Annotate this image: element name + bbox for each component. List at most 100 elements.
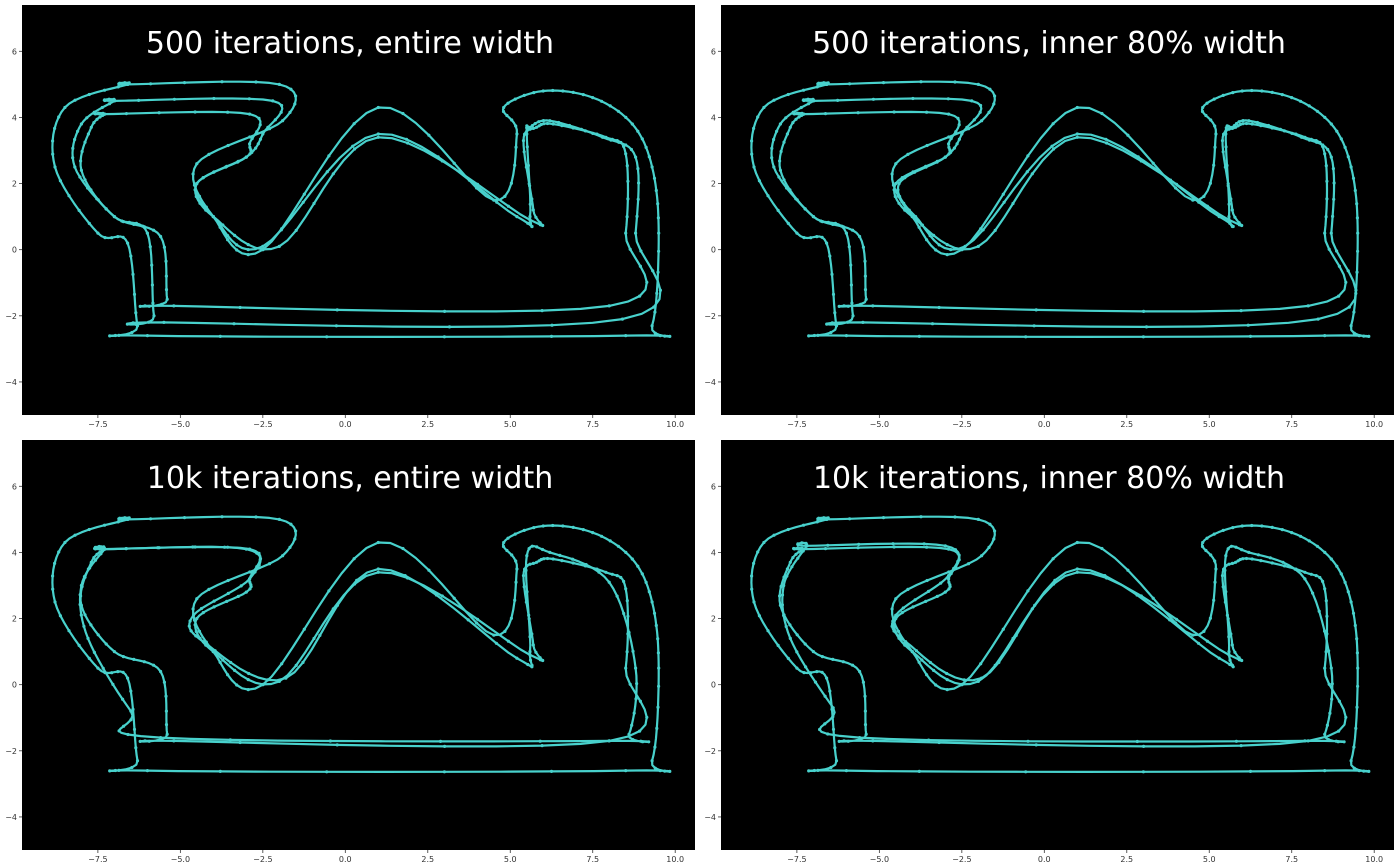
track-point	[228, 738, 232, 742]
track-point	[762, 540, 766, 545]
track-point	[376, 135, 380, 139]
track-point	[528, 218, 532, 222]
track-point	[856, 546, 860, 550]
track-point	[1139, 159, 1143, 163]
track-point	[236, 594, 240, 599]
chart-panel-1: −7.5 −5.0 −2.5 0.0 2.5 5.0 7.5 10.0 6 4 2 0 −2 −4 500 …	[5, 5, 695, 429]
track-point	[165, 297, 169, 301]
track-point	[514, 580, 518, 584]
track-point	[831, 715, 835, 719]
track-point	[1230, 208, 1234, 212]
track-point	[147, 320, 151, 324]
track-point	[624, 769, 628, 773]
track-point	[624, 666, 628, 670]
track-point	[634, 231, 638, 235]
track-point	[927, 738, 931, 742]
track-point	[792, 112, 797, 116]
track-point	[795, 231, 799, 235]
track-point	[1229, 632, 1233, 636]
track-point	[149, 517, 153, 521]
track-point	[785, 567, 790, 571]
track-point	[1337, 729, 1341, 733]
track-point	[1001, 192, 1005, 196]
track-point	[527, 547, 531, 551]
track-point	[89, 560, 93, 564]
track-point	[325, 335, 329, 339]
track-point	[318, 633, 322, 638]
track-point	[236, 159, 240, 163]
track-point	[1011, 636, 1015, 641]
track-point	[198, 636, 202, 640]
track-point	[791, 121, 795, 125]
track-point	[538, 221, 542, 225]
track-point	[902, 201, 906, 205]
track-point	[143, 739, 147, 743]
track-point	[1212, 97, 1216, 101]
track-point	[440, 594, 444, 598]
track-point	[195, 181, 199, 186]
track-point	[1237, 120, 1241, 124]
track-point	[802, 236, 806, 240]
track-point	[901, 606, 905, 610]
track-point	[528, 658, 533, 662]
track-point	[1075, 540, 1079, 545]
track-point	[863, 694, 867, 698]
track-point	[624, 550, 628, 555]
track-point	[248, 152, 252, 156]
track-point	[842, 304, 846, 308]
y-tick-label: −2	[704, 747, 716, 756]
track-point	[523, 132, 527, 136]
track-point	[1227, 202, 1231, 206]
chart-title: 500 iterations, entire width	[146, 26, 554, 61]
track-point	[130, 765, 134, 770]
track-point	[248, 570, 252, 574]
chart-panel-4: −7.5 −5.0 −2.5 0.0 2.5 5.0 7.5 10.0 6 4 2 0 −2 −4 10k …	[704, 440, 1394, 864]
track-point	[792, 547, 797, 551]
track-point	[51, 139, 55, 143]
track-point	[636, 129, 640, 133]
track-point	[828, 254, 832, 258]
track-point	[1200, 109, 1205, 114]
track-point	[607, 580, 611, 584]
track-point	[1241, 557, 1245, 561]
track-point	[108, 334, 112, 338]
track-points-outer	[750, 80, 1371, 339]
track-point	[1357, 769, 1361, 773]
track-point	[83, 575, 87, 579]
track-point	[624, 587, 628, 591]
y-tick-label: 0	[12, 246, 17, 255]
track-point	[162, 320, 166, 324]
track-point	[1362, 334, 1366, 338]
track-point	[778, 159, 782, 163]
track-point	[93, 558, 98, 562]
track-point	[943, 590, 947, 594]
track-point	[193, 623, 197, 627]
track-point	[148, 245, 152, 249]
track-point	[527, 182, 531, 186]
track-point	[116, 235, 120, 239]
track-point	[801, 112, 806, 116]
track-point	[825, 82, 829, 86]
track-point	[532, 91, 536, 95]
track-point	[1349, 600, 1353, 604]
track-point	[220, 515, 224, 519]
track-point	[86, 132, 90, 136]
track-point	[1168, 618, 1172, 622]
track-point	[640, 572, 644, 576]
track-point	[1250, 122, 1254, 126]
track-point	[199, 606, 204, 611]
track-point	[1025, 170, 1029, 174]
track-point	[893, 194, 897, 199]
y-tick-label: 6	[12, 47, 17, 56]
track-point	[279, 110, 283, 114]
track-point	[947, 547, 951, 551]
track-point	[57, 550, 61, 554]
track-point	[207, 587, 211, 592]
track-point	[225, 599, 229, 604]
track-point	[226, 578, 230, 583]
track-point	[954, 130, 958, 134]
track-point	[1213, 559, 1217, 563]
track-points-racing	[78, 544, 651, 744]
track-point	[212, 599, 216, 603]
track-point	[1270, 525, 1274, 530]
